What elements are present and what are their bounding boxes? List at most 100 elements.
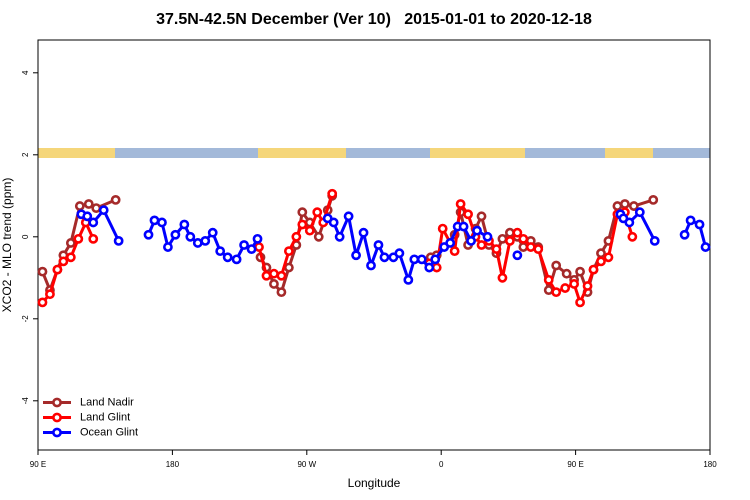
legend: Land Nadir Land Glint Ocean Glint bbox=[43, 396, 138, 438]
data-point bbox=[58, 256, 69, 267]
data-point bbox=[685, 215, 696, 226]
data-point bbox=[619, 199, 630, 209]
data-point bbox=[560, 283, 571, 293]
data-point bbox=[624, 217, 635, 228]
data-point bbox=[297, 219, 308, 230]
data-point bbox=[504, 235, 515, 246]
data-point bbox=[603, 252, 614, 263]
data-point bbox=[358, 227, 369, 238]
data-point bbox=[261, 270, 272, 281]
data-point bbox=[463, 209, 473, 220]
data-point bbox=[551, 260, 562, 271]
legend-label: Ocean Glint bbox=[80, 426, 138, 438]
data-point bbox=[37, 297, 48, 308]
data-point bbox=[431, 262, 442, 273]
data-point bbox=[430, 254, 441, 265]
land-strip bbox=[605, 148, 653, 158]
data-point bbox=[185, 231, 196, 242]
data-point bbox=[518, 242, 529, 252]
data-point bbox=[312, 207, 323, 218]
data-point bbox=[628, 201, 639, 211]
data-point bbox=[149, 215, 160, 226]
data-point bbox=[561, 268, 572, 279]
data-point bbox=[648, 194, 659, 205]
x-tick-label: 0 bbox=[439, 460, 444, 469]
data-point bbox=[379, 252, 390, 263]
data-point bbox=[328, 217, 339, 228]
plot-frame bbox=[37, 39, 711, 451]
data-point bbox=[533, 244, 544, 254]
data-point bbox=[627, 231, 638, 242]
data-point bbox=[343, 211, 354, 222]
y-tick-label: 4 bbox=[21, 70, 30, 75]
data-point bbox=[416, 254, 427, 265]
data-point bbox=[110, 194, 121, 205]
land-strip bbox=[38, 148, 115, 158]
x-tick-label: 90 W bbox=[297, 460, 316, 469]
data-point bbox=[497, 272, 508, 283]
data-point bbox=[366, 260, 376, 271]
data-point bbox=[37, 266, 48, 277]
x-axis-label: Longitude bbox=[348, 476, 401, 490]
data-point bbox=[215, 246, 226, 257]
data-point bbox=[222, 252, 233, 263]
data-point bbox=[254, 242, 264, 252]
data-point bbox=[276, 287, 287, 298]
data-point bbox=[445, 238, 456, 248]
data-point bbox=[394, 248, 405, 259]
data-point bbox=[291, 231, 302, 242]
data-point bbox=[482, 231, 493, 242]
x-tick-label: 90 E bbox=[567, 460, 583, 469]
data-point bbox=[82, 211, 93, 222]
data-point bbox=[65, 252, 76, 263]
data-point bbox=[334, 231, 345, 242]
land-strip bbox=[258, 148, 346, 158]
legend-label: Land Nadir bbox=[80, 396, 134, 408]
data-point bbox=[276, 270, 287, 281]
data-point bbox=[575, 297, 585, 308]
data-point bbox=[437, 223, 448, 234]
data-point bbox=[455, 199, 466, 209]
data-point bbox=[283, 246, 294, 257]
data-point bbox=[157, 217, 167, 228]
legend-marker bbox=[52, 427, 62, 438]
data-point bbox=[596, 256, 606, 267]
data-point bbox=[403, 274, 414, 285]
x-tick-label: 180 bbox=[703, 460, 717, 469]
data-point bbox=[246, 244, 257, 254]
data-point bbox=[596, 248, 606, 259]
data-point bbox=[239, 240, 249, 250]
data-point bbox=[98, 205, 109, 216]
data-point bbox=[373, 240, 384, 250]
y-tick-label: -2 bbox=[21, 315, 30, 323]
data-point bbox=[143, 229, 154, 240]
data-point bbox=[74, 201, 85, 211]
legend-marker bbox=[52, 412, 62, 423]
y-axis-label: XCO2 - MLO trend (ppm) bbox=[0, 178, 14, 313]
data-point bbox=[551, 287, 562, 298]
data-point bbox=[231, 254, 242, 265]
legend-label: Land Glint bbox=[80, 411, 130, 423]
data-point bbox=[113, 235, 124, 246]
data-point bbox=[170, 229, 181, 240]
data-point bbox=[327, 188, 338, 199]
data-point bbox=[351, 250, 361, 261]
x-tick-label: 180 bbox=[166, 460, 180, 469]
land-strip bbox=[430, 148, 525, 158]
data-point bbox=[476, 211, 487, 222]
data-point bbox=[694, 219, 705, 230]
data-point bbox=[582, 281, 593, 291]
data-point bbox=[679, 229, 690, 240]
data-point bbox=[73, 233, 84, 244]
data-point bbox=[512, 250, 523, 261]
data-point bbox=[518, 233, 529, 244]
chart-title: 37.5N-42.5N December (Ver 10) 2015-01-01… bbox=[156, 11, 592, 28]
data-point bbox=[458, 221, 469, 232]
data-point bbox=[88, 233, 99, 244]
data-point bbox=[313, 231, 324, 242]
data-point bbox=[163, 242, 173, 252]
data-point bbox=[65, 238, 76, 248]
data-point bbox=[192, 238, 203, 248]
